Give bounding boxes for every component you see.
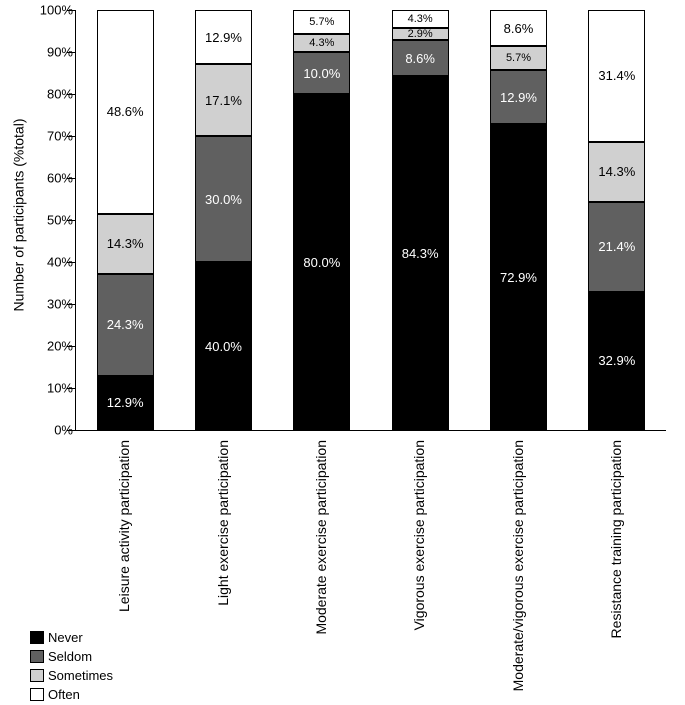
bar-segment-label: 12.9% [107,395,144,410]
bar: 32.9% 21.4% 14.3% 31.4% [588,10,645,430]
bar-segment-label: 4.3% [408,13,433,25]
bar-segment-sometimes: 4.3% [293,34,350,52]
y-tick-label: 0% [54,423,73,438]
bar-segment-sometimes: 5.7% [490,46,547,70]
bar-segment-often: 5.7% [293,10,350,34]
bar-segment-label: 12.9% [205,30,242,45]
bar: 84.3% 8.6% 2.9% 4.3% [392,10,449,430]
y-tick-label: 90% [47,45,73,60]
bar-segment-often: 12.9% [195,10,252,64]
legend: Never Seldom Sometimes Often [30,628,113,704]
bar-segment-sometimes: 17.1% [195,64,252,136]
bars-container: 12.9% 24.3% 14.3% 48.6% 40.0% 30.0% 17.1% 12.9%… [76,10,666,430]
bar: 40.0% 30.0% 17.1% 12.9% [195,10,252,430]
plot-area: 12.9% 24.3% 14.3% 48.6% 40.0% 30.0% 17.1% 12.9%… [75,10,666,431]
bar-segment-label: 5.7% [309,16,334,28]
x-axis-label: Leisure activity participation [116,440,132,612]
bar-segment-label: 10.0% [303,66,340,81]
bar-segment-label: 72.9% [500,270,537,285]
bar: 72.9% 12.9% 5.7% 8.6% [490,10,547,430]
bar-segment-label: 4.3% [309,37,334,49]
bar-segment-seldom: 10.0% [293,52,350,94]
legend-label: Sometimes [48,668,113,683]
legend-item-sometimes: Sometimes [30,666,113,685]
bar-segment-seldom: 21.4% [588,202,645,292]
legend-item-never: Never [30,628,113,647]
legend-item-often: Often [30,685,113,704]
legend-label: Never [48,630,83,645]
bar-segment-never: 80.0% [293,94,350,430]
bar-segment-label: 21.4% [598,239,635,254]
bar-segment-seldom: 30.0% [195,136,252,262]
bar-segment-often: 8.6% [490,10,547,46]
y-tick-label: 80% [47,87,73,102]
y-tick-label: 30% [47,297,73,312]
bar-segment-label: 48.6% [107,104,144,119]
bar-segment-label: 80.0% [303,255,340,270]
bar-segment-often: 4.3% [392,10,449,28]
legend-item-seldom: Seldom [30,647,113,666]
bar-segment-never: 12.9% [97,376,154,430]
legend-swatch [30,631,44,644]
legend-swatch [30,688,44,701]
bar: 80.0% 10.0% 4.3% 5.7% [293,10,350,430]
bar-segment-never: 40.0% [195,262,252,430]
bar-segment-often: 31.4% [588,10,645,142]
bar-segment-seldom: 8.6% [392,40,449,76]
y-tick-label: 50% [47,213,73,228]
bar-segment-sometimes: 14.3% [97,214,154,274]
x-axis-label: Moderate exercise participation [313,440,329,635]
legend-swatch [30,650,44,663]
x-axis-label: Moderate/vigorous exercise participation [510,440,526,691]
y-axis-label: Number of participants (%total) [8,0,28,430]
y-tick-label: 20% [47,339,73,354]
y-tick-label: 10% [47,381,73,396]
bar-segment-label: 40.0% [205,339,242,354]
y-tick-label: 40% [47,255,73,270]
bar-segment-label: 17.1% [205,93,242,108]
y-axis-label-text: Number of participants (%total) [10,119,26,312]
bar: 12.9% 24.3% 14.3% 48.6% [97,10,154,430]
bar-segment-label: 14.3% [598,164,635,179]
x-axis-label: Vigorous exercise participation [411,440,427,630]
chart-figure: Number of participants (%total) 0% 10% 20%… [0,0,685,705]
bar-segment-label: 2.9% [408,28,433,40]
bar-segment-label: 14.3% [107,236,144,251]
bar-segment-never: 84.3% [392,76,449,430]
bar-segment-never: 32.9% [588,292,645,430]
bar-segment-label: 31.4% [598,68,635,83]
bar-segment-label: 12.9% [500,90,537,105]
bar-segment-label: 32.9% [598,353,635,368]
x-axis-label: Light exercise participation [215,440,231,606]
legend-label: Seldom [48,649,92,664]
bar-segment-label: 24.3% [107,317,144,332]
bar-segment-label: 84.3% [402,246,439,261]
bar-segment-label: 8.6% [504,21,534,36]
bar-segment-sometimes: 14.3% [588,142,645,202]
x-axis-label: Resistance training participation [608,440,624,638]
legend-swatch [30,669,44,682]
y-tick-label: 60% [47,171,73,186]
bar-segment-seldom: 24.3% [97,274,154,376]
y-tick-label: 70% [47,129,73,144]
bar-segment-seldom: 12.9% [490,70,547,124]
bar-segment-never: 72.9% [490,124,547,430]
bar-segment-sometimes: 2.9% [392,28,449,40]
y-tick-label: 100% [40,3,73,18]
legend-label: Often [48,687,80,702]
bar-segment-label: 5.7% [506,52,531,64]
bar-segment-often: 48.6% [97,10,154,214]
bar-segment-label: 30.0% [205,192,242,207]
bar-segment-label: 8.6% [405,51,435,66]
x-axis-labels: Leisure activity participation Light exer… [75,432,665,622]
